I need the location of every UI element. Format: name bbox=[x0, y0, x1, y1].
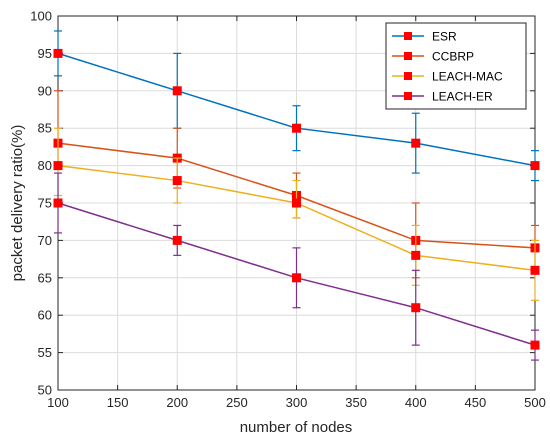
data-point bbox=[53, 198, 63, 208]
legend-label: LEACH-MAC bbox=[432, 70, 503, 84]
x-tick-label: 450 bbox=[465, 395, 487, 410]
data-point bbox=[411, 138, 421, 148]
y-axis-label: packet delivery ratio(%) bbox=[9, 125, 26, 282]
legend-label: LEACH-ER bbox=[432, 90, 493, 104]
legend: ESR CCBRP LEACH-MAC LEACH-ER bbox=[385, 22, 527, 110]
y-tick-label: 100 bbox=[30, 9, 52, 24]
data-point bbox=[172, 86, 182, 96]
y-tick-label: 85 bbox=[38, 121, 52, 136]
x-tick-label: 250 bbox=[226, 395, 248, 410]
y-tick-label: 95 bbox=[38, 46, 52, 61]
data-point bbox=[411, 303, 421, 313]
data-point bbox=[530, 265, 540, 275]
y-tick-label: 50 bbox=[38, 383, 52, 398]
data-point bbox=[292, 198, 301, 208]
x-tick-label: 350 bbox=[345, 395, 367, 410]
legend-marker bbox=[404, 92, 412, 100]
y-tick-label: 75 bbox=[38, 196, 52, 211]
data-series bbox=[53, 30, 540, 361]
y-tick-label: 60 bbox=[38, 308, 52, 323]
y-tick-label: 90 bbox=[38, 83, 52, 98]
legend-label: ESR bbox=[432, 30, 457, 44]
data-point bbox=[411, 250, 421, 260]
data-point bbox=[172, 235, 182, 245]
data-point bbox=[172, 176, 182, 186]
series-leach-er bbox=[53, 172, 540, 361]
axis-ticks: 100 150 200 250 300 350 400 450 500 50 55 60 65 70 75 8… bbox=[30, 9, 546, 411]
x-tick-label: 150 bbox=[107, 395, 129, 410]
y-tick-label: 55 bbox=[38, 345, 52, 360]
data-point bbox=[292, 273, 301, 283]
data-point bbox=[530, 340, 540, 350]
x-tick-label: 400 bbox=[405, 395, 427, 410]
series-esr bbox=[53, 30, 540, 182]
legend-marker bbox=[404, 32, 412, 40]
legend-label: CCBRP bbox=[432, 50, 474, 64]
x-tick-label: 300 bbox=[286, 395, 308, 410]
x-tick-label: 500 bbox=[524, 395, 546, 410]
x-axis-label: number of nodes bbox=[240, 419, 353, 436]
legend-marker bbox=[404, 52, 412, 60]
y-tick-label: 70 bbox=[38, 233, 52, 248]
data-point bbox=[530, 161, 540, 171]
data-point bbox=[53, 48, 63, 58]
y-tick-label: 80 bbox=[38, 158, 52, 173]
x-tick-label: 200 bbox=[166, 395, 188, 410]
y-tick-label: 65 bbox=[38, 270, 52, 285]
data-point bbox=[53, 161, 63, 171]
series-leach-mac bbox=[53, 127, 540, 301]
data-point bbox=[292, 123, 301, 133]
x-tick-label: 100 bbox=[47, 395, 69, 410]
legend-marker bbox=[404, 72, 412, 80]
